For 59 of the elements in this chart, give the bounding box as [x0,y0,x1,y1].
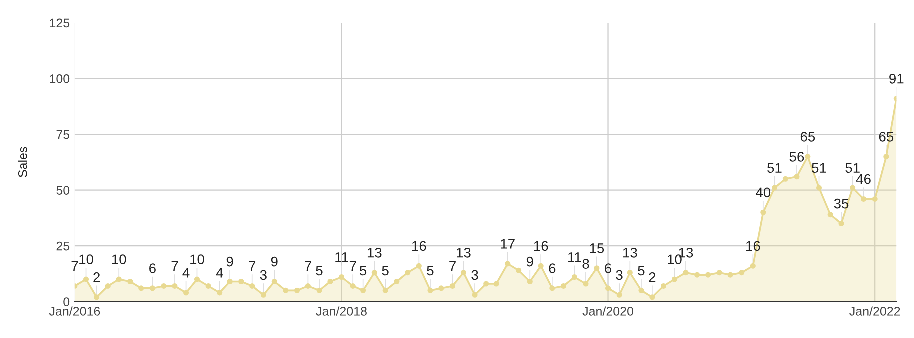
data-label: 16 [534,241,548,252]
data-label: 10 [80,254,94,265]
y-tick-label: 25 [56,242,70,251]
data-label: 3 [260,270,267,280]
data-label: 7 [350,262,356,272]
y-tick-label: 100 [50,74,70,84]
data-label: 3 [616,270,623,280]
data-label: 7 [72,262,78,272]
data-label: 46 [856,174,871,184]
data-label: 17 [501,239,515,249]
data-label: 7 [249,262,256,272]
data-label: 5 [360,266,367,276]
data-label: 6 [605,264,612,274]
y-tick-label: 0 [64,298,70,306]
data-label: 4 [182,268,190,278]
data-label: 11 [568,252,582,262]
data-label: 3 [472,270,478,280]
data-label: 13 [368,248,382,258]
data-label: 6 [549,264,556,274]
data-label: 35 [834,198,849,209]
data-label: 7 [450,262,456,272]
data-label: 10 [112,254,126,265]
data-label: 5 [382,266,389,276]
data-label: 65 [800,132,816,142]
data-label: 5 [638,266,645,276]
data-label: 13 [623,248,638,258]
data-label: 7 [172,262,178,272]
y-tick-label: 50 [56,186,70,195]
data-label: 65 [879,132,894,142]
data-label: 9 [271,256,278,267]
data-label: 91 [890,74,904,84]
data-label: 8 [582,259,590,269]
x-tick-label: Jan/2016 [49,306,100,316]
y-tick-label: 125 [50,18,70,28]
data-label: 2 [649,272,656,282]
x-tick-label: Jan/2020 [582,306,634,316]
x-tick-label: Jan/2018 [316,306,367,316]
data-label: 9 [226,256,234,267]
data-label: 51 [768,163,782,174]
data-label: 51 [812,163,826,174]
x-tick-label: Jan/2022 [850,306,900,316]
data-label: 6 [150,264,156,274]
data-label: 51 [846,163,860,174]
data-label: 15 [590,244,604,254]
data-label: 9 [526,256,534,267]
data-label: 40 [756,188,771,198]
data-label: 10 [190,254,204,265]
data-label: 7 [305,262,312,272]
data-label: 56 [790,152,804,162]
data-label: 16 [746,241,760,252]
data-label: 16 [412,241,426,252]
data-label: 2 [94,272,100,282]
data-label: 4 [216,268,224,278]
y-tick-label: 75 [56,130,70,140]
data-label: 13 [457,248,471,258]
y-axis-title: Sales [18,147,28,178]
data-label: 5 [316,266,323,276]
data-label: 11 [336,252,348,262]
data-label: 5 [427,266,434,276]
